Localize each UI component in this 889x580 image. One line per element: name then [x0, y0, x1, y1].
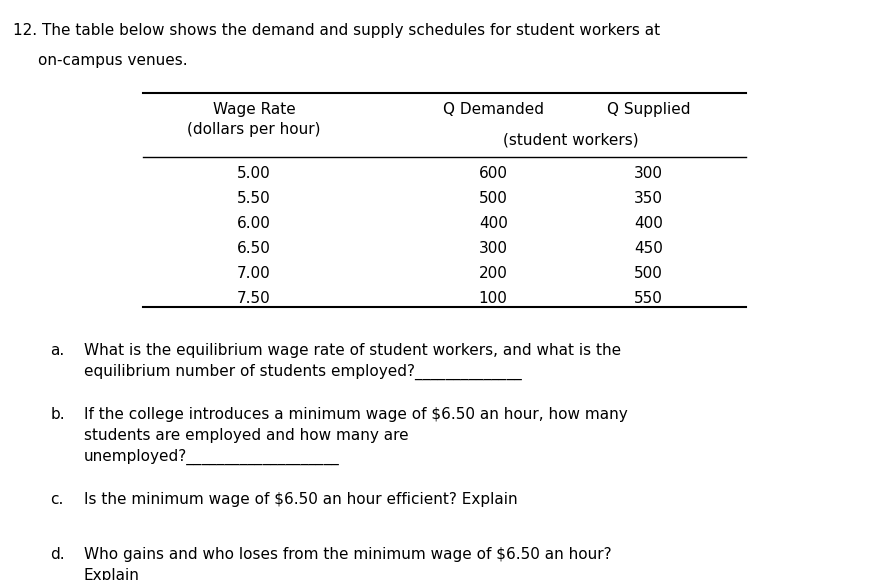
Text: Wage Rate
(dollars per hour): Wage Rate (dollars per hour) — [188, 102, 321, 137]
Text: Who gains and who loses from the minimum wage of $6.50 an hour?
Explain: Who gains and who loses from the minimum… — [84, 547, 612, 580]
Text: Q Demanded: Q Demanded — [443, 102, 544, 117]
Text: If the college introduces a minimum wage of $6.50 an hour, how many
students are: If the college introduces a minimum wage… — [84, 407, 628, 465]
Text: a.: a. — [50, 343, 64, 358]
Text: 5.00: 5.00 — [237, 166, 271, 181]
Text: (student workers): (student workers) — [503, 132, 638, 147]
Text: 400: 400 — [634, 216, 663, 231]
Text: 350: 350 — [634, 191, 663, 206]
Text: 12. The table below shows the demand and supply schedules for student workers at: 12. The table below shows the demand and… — [13, 23, 660, 38]
Text: 300: 300 — [634, 166, 663, 181]
Text: What is the equilibrium wage rate of student workers, and what is the
equilibriu: What is the equilibrium wage rate of stu… — [84, 343, 621, 380]
Text: 6.00: 6.00 — [237, 216, 271, 231]
Text: c.: c. — [50, 492, 63, 507]
Text: d.: d. — [50, 547, 65, 562]
Text: 100: 100 — [479, 291, 508, 306]
Text: Is the minimum wage of $6.50 an hour efficient? Explain: Is the minimum wage of $6.50 an hour eff… — [84, 492, 517, 507]
Text: 450: 450 — [634, 241, 663, 256]
Text: 400: 400 — [479, 216, 508, 231]
Text: 300: 300 — [479, 241, 508, 256]
Text: 7.50: 7.50 — [237, 291, 271, 306]
Text: on-campus venues.: on-campus venues. — [37, 53, 188, 68]
Text: 600: 600 — [479, 166, 508, 181]
Text: 6.50: 6.50 — [237, 241, 271, 256]
Text: 200: 200 — [479, 266, 508, 281]
Text: 5.50: 5.50 — [237, 191, 271, 206]
Text: 500: 500 — [634, 266, 663, 281]
Text: Q Supplied: Q Supplied — [606, 102, 690, 117]
Text: 500: 500 — [479, 191, 508, 206]
Text: 550: 550 — [634, 291, 663, 306]
Text: b.: b. — [50, 407, 65, 422]
Text: 7.00: 7.00 — [237, 266, 271, 281]
